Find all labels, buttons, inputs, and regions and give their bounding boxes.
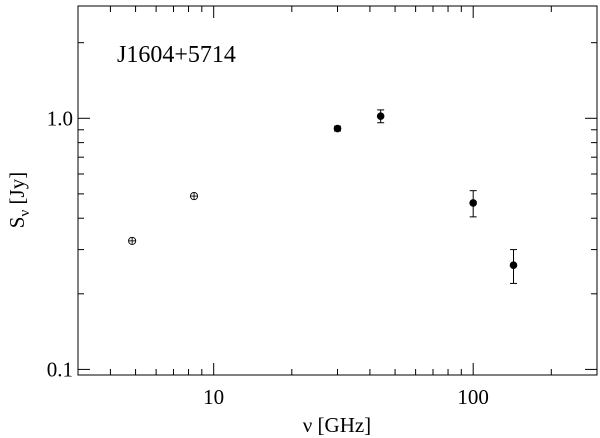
data-point bbox=[333, 124, 342, 133]
data-point bbox=[469, 199, 477, 207]
data-point bbox=[128, 236, 137, 245]
y-minor-ticks bbox=[78, 42, 597, 295]
y-tick-label: 1.0 bbox=[47, 106, 73, 130]
x-major-ticks bbox=[213, 6, 474, 375]
x-minor-ticks bbox=[77, 6, 598, 375]
tick-labels: 10 100 0.1 1.0 bbox=[47, 106, 489, 409]
y-axis-label: Sν [Jy] bbox=[5, 172, 33, 228]
y-axis-subscript: ν bbox=[17, 210, 33, 217]
chart-title: J1604+5714 bbox=[117, 42, 236, 68]
x-tick-label: 10 bbox=[203, 385, 224, 409]
y-major-ticks bbox=[78, 117, 597, 370]
y-tick-label: 0.1 bbox=[47, 357, 73, 381]
x-axis-label: ν [GHz] bbox=[303, 413, 371, 437]
data-points bbox=[128, 109, 518, 284]
y-axis-unit: [Jy] bbox=[5, 172, 29, 210]
x-tick-label: 100 bbox=[457, 385, 489, 409]
data-point bbox=[189, 192, 199, 201]
data-point bbox=[509, 261, 518, 269]
data-point bbox=[376, 112, 385, 120]
y-axis-symbol: S bbox=[5, 217, 29, 229]
